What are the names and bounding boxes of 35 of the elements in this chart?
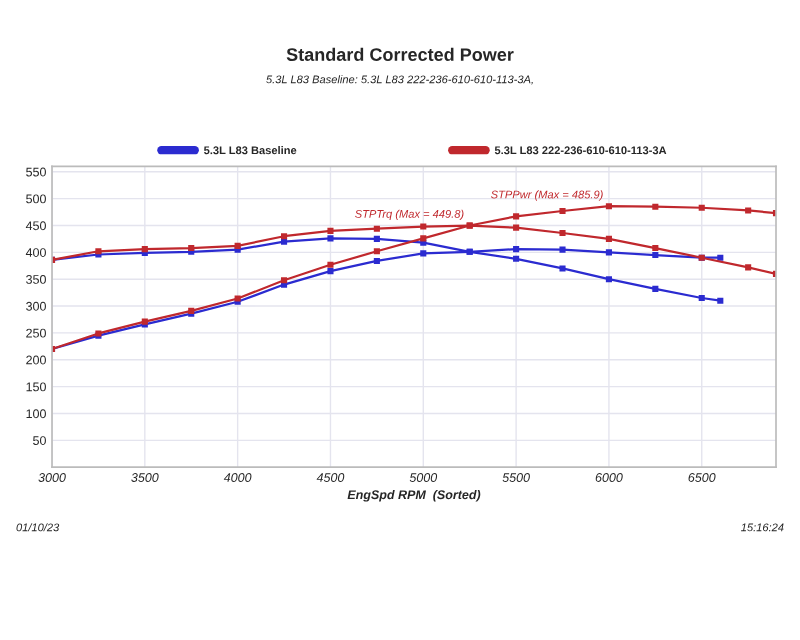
point (280, 238, 288, 245)
point (698, 294, 705, 302)
point (373, 248, 380, 255)
point (559, 207, 566, 215)
point (652, 251, 659, 259)
point (652, 244, 659, 252)
point (698, 204, 705, 211)
point (513, 224, 520, 231)
point (559, 246, 566, 253)
line-series (52, 203, 776, 353)
point (559, 229, 566, 237)
point (559, 265, 566, 272)
point (327, 261, 334, 268)
point (652, 203, 659, 210)
point (373, 257, 380, 264)
point (717, 297, 724, 304)
point (373, 225, 380, 232)
point (605, 203, 612, 210)
chart-title: Standard Corrected Power (286, 47, 514, 61)
point (420, 223, 427, 230)
point (280, 233, 288, 240)
point (513, 255, 520, 262)
point (327, 227, 334, 234)
point (652, 285, 659, 292)
point (605, 249, 612, 256)
point (745, 207, 752, 214)
point (513, 213, 520, 220)
point (327, 268, 334, 275)
point (420, 250, 427, 257)
point (605, 235, 612, 242)
point (513, 246, 520, 253)
point (605, 276, 612, 283)
point (327, 235, 334, 242)
point (745, 264, 752, 271)
point (373, 235, 380, 242)
